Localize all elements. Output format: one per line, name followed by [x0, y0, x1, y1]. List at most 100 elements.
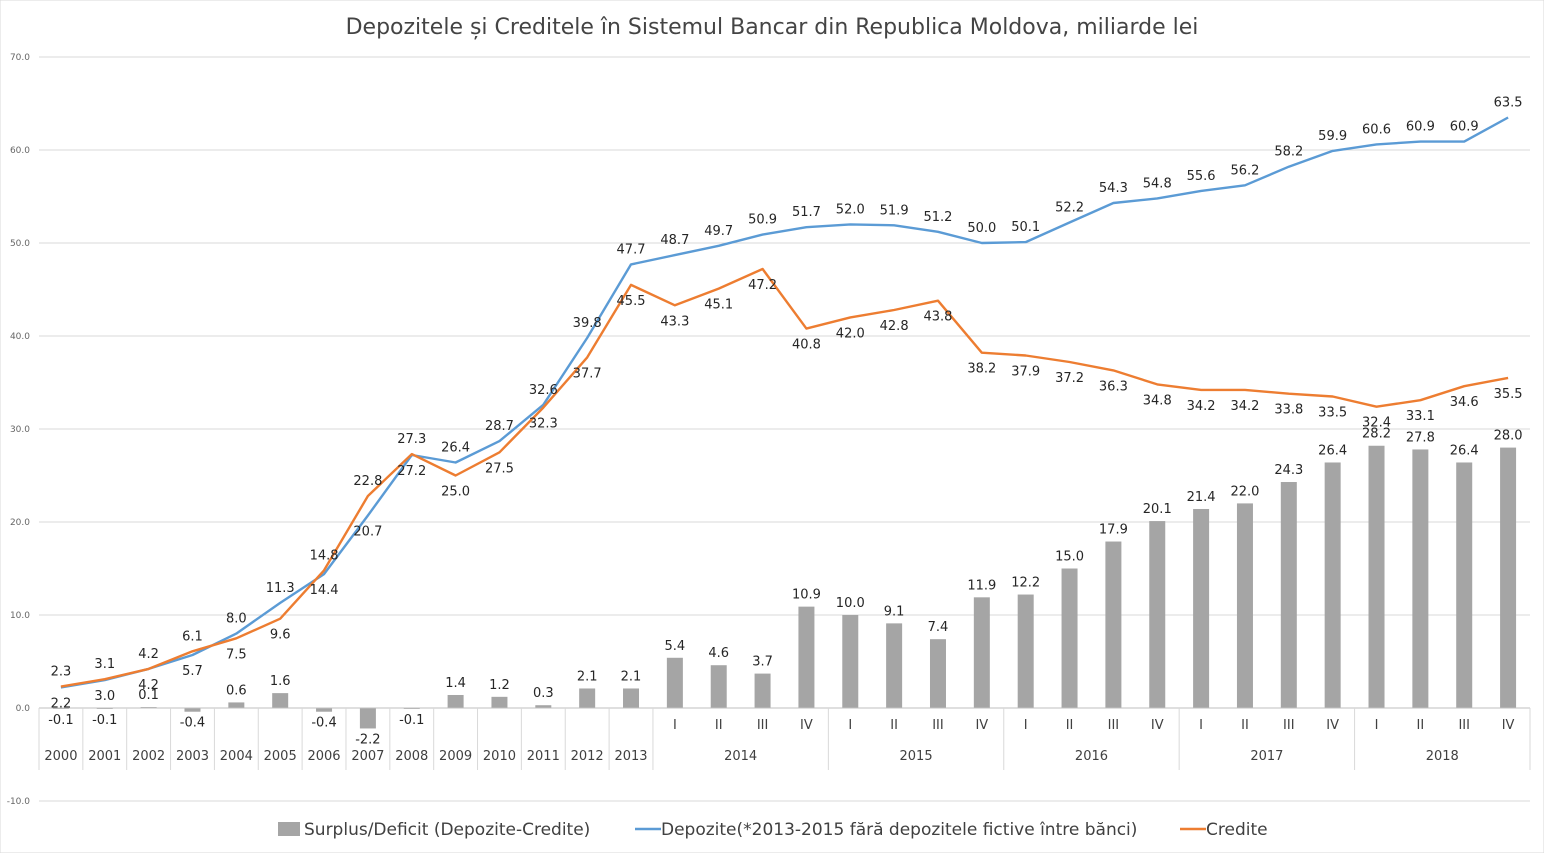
credite-data-label: 45.1 — [704, 298, 733, 313]
surplus-bar — [316, 708, 333, 712]
surplus-bar — [1105, 541, 1122, 708]
bar-data-label: 7.4 — [928, 620, 949, 635]
depozite-data-label: 20.7 — [353, 524, 382, 539]
depozite-data-label: 49.7 — [704, 224, 733, 239]
x-tick-label: IV — [1326, 718, 1339, 733]
y-axis-ticks: -10.0 0.0 10.0 20.0 30.0 40.0 50.0 60.0 70.0 — [7, 53, 31, 807]
x-axis: 2000 2001 2002 2003 2004 2005 2006 2007 2008 2009… — [38, 707, 1531, 770]
depozite-data-label: 60.9 — [1450, 120, 1479, 135]
x-tick-label: I — [848, 718, 852, 733]
x-tick-label: III — [757, 718, 769, 733]
x-tick-label: IV — [975, 718, 988, 733]
x-tick-label: III — [932, 718, 944, 733]
surplus-bar — [710, 665, 727, 708]
surplus-bar — [535, 705, 552, 708]
surplus-bar — [184, 708, 201, 712]
x-tick-label: II — [1066, 718, 1074, 733]
depozite-data-label: 3.0 — [94, 689, 115, 704]
x-year-group-label: 2016 — [1075, 749, 1108, 764]
credite-data-label: 45.5 — [617, 294, 646, 309]
bar-series — [52, 445, 1517, 729]
bar-data-label: 1.2 — [489, 678, 510, 693]
depozite-data-label: 51.2 — [924, 210, 953, 225]
surplus-bar — [1412, 449, 1429, 708]
surplus-bar — [1236, 503, 1253, 708]
credite-data-label: 32.4 — [1362, 416, 1391, 431]
depozite-data-label: 50.1 — [1011, 220, 1040, 235]
x-tick-label: II — [1241, 718, 1249, 733]
y-tick-label: 40.0 — [10, 332, 30, 342]
depozite-data-label: 26.4 — [441, 440, 470, 455]
surplus-bar — [929, 639, 946, 708]
bar-data-label: 17.9 — [1099, 523, 1128, 538]
x-tick-label: 2007 — [351, 749, 384, 764]
credite-data-label: 43.3 — [660, 314, 689, 329]
bar-data-label: 15.0 — [1055, 550, 1084, 565]
depozite-data-label: 27.2 — [397, 464, 426, 479]
depozite-data-label: 48.7 — [660, 233, 689, 248]
legend-credite-label: Credite — [1206, 820, 1268, 840]
depozite-data-label: 50.9 — [748, 213, 777, 228]
depozite-data-label: 39.8 — [573, 316, 602, 331]
depozite-data-label: 50.0 — [967, 221, 996, 236]
depozite-data-label: 52.2 — [1055, 201, 1084, 216]
depozite-data-label: 59.9 — [1318, 129, 1347, 144]
credite-data-label: 34.2 — [1187, 399, 1216, 414]
bar-data-label: -0.1 — [92, 713, 117, 728]
chart-title: Depozitele și Creditele în Sistemul Banc… — [346, 15, 1199, 40]
surplus-bar — [1324, 462, 1341, 708]
x-tick-label: 2005 — [264, 749, 297, 764]
bar-data-label: 9.1 — [884, 604, 905, 619]
bar-data-label: 20.1 — [1143, 502, 1172, 517]
x-tick-label: 2003 — [176, 749, 209, 764]
depozite-line — [60, 116, 1509, 689]
x-tick-label: 2009 — [439, 749, 472, 764]
line-series — [60, 116, 1509, 689]
x-tick-label: I — [673, 718, 677, 733]
y-tick-label: -10.0 — [7, 797, 31, 807]
x-tick-label: IV — [1151, 718, 1164, 733]
surplus-bar — [1061, 568, 1078, 708]
bar-data-label: 11.9 — [967, 578, 996, 593]
surplus-bar — [579, 688, 596, 708]
x-tick-label: IV — [800, 718, 813, 733]
surplus-bar — [272, 693, 289, 708]
x-tick-label: 2004 — [220, 749, 253, 764]
depozite-data-label: 47.7 — [617, 242, 646, 257]
credite-line — [60, 267, 1509, 688]
credite-data-label: 34.6 — [1450, 395, 1479, 410]
credite-data-label: 40.8 — [792, 338, 821, 353]
x-tick-label: 2006 — [307, 749, 340, 764]
x-tick-label: I — [1199, 718, 1203, 733]
surplus-bar — [491, 696, 508, 708]
bar-data-label: 28.0 — [1494, 429, 1523, 444]
surplus-bar — [228, 702, 245, 708]
credite-data-label: 27.5 — [485, 461, 514, 476]
bar-data-label: 22.0 — [1230, 484, 1259, 499]
bar-data-label: 1.6 — [270, 674, 291, 689]
credite-data-label: 38.2 — [967, 362, 996, 377]
bar-data-label: 2.1 — [577, 669, 598, 684]
y-tick-label: 50.0 — [10, 239, 30, 249]
x-year-group-label: 2015 — [900, 749, 933, 764]
bar-data-label: 26.4 — [1450, 443, 1479, 458]
depozite-data-label: 54.8 — [1143, 176, 1172, 191]
credite-data-label: 3.1 — [94, 657, 115, 672]
depozite-data-label: 4.2 — [138, 647, 159, 662]
credite-data-label: 7.5 — [226, 647, 247, 662]
legend: Surplus/Deficit (Depozite-Credite) Depozi… — [278, 820, 1268, 840]
x-tick-label: III — [1108, 718, 1120, 733]
legend-depozite-label: Depozite(*2013-2015 fără depozitele fict… — [661, 820, 1137, 840]
x-year-group-label: 2014 — [724, 749, 757, 764]
y-tick-label: 0.0 — [16, 704, 31, 714]
bar-data-label: 0.3 — [533, 686, 554, 701]
bar-data-label: 28.2 — [1362, 427, 1391, 442]
credite-data-label: 42.0 — [836, 326, 865, 341]
x-tick-label: II — [715, 718, 723, 733]
surplus-bar — [842, 615, 859, 708]
depozite-data-label: 32.6 — [529, 383, 558, 398]
y-tick-label: 60.0 — [10, 146, 30, 156]
y-tick-label: 20.0 — [10, 518, 30, 528]
